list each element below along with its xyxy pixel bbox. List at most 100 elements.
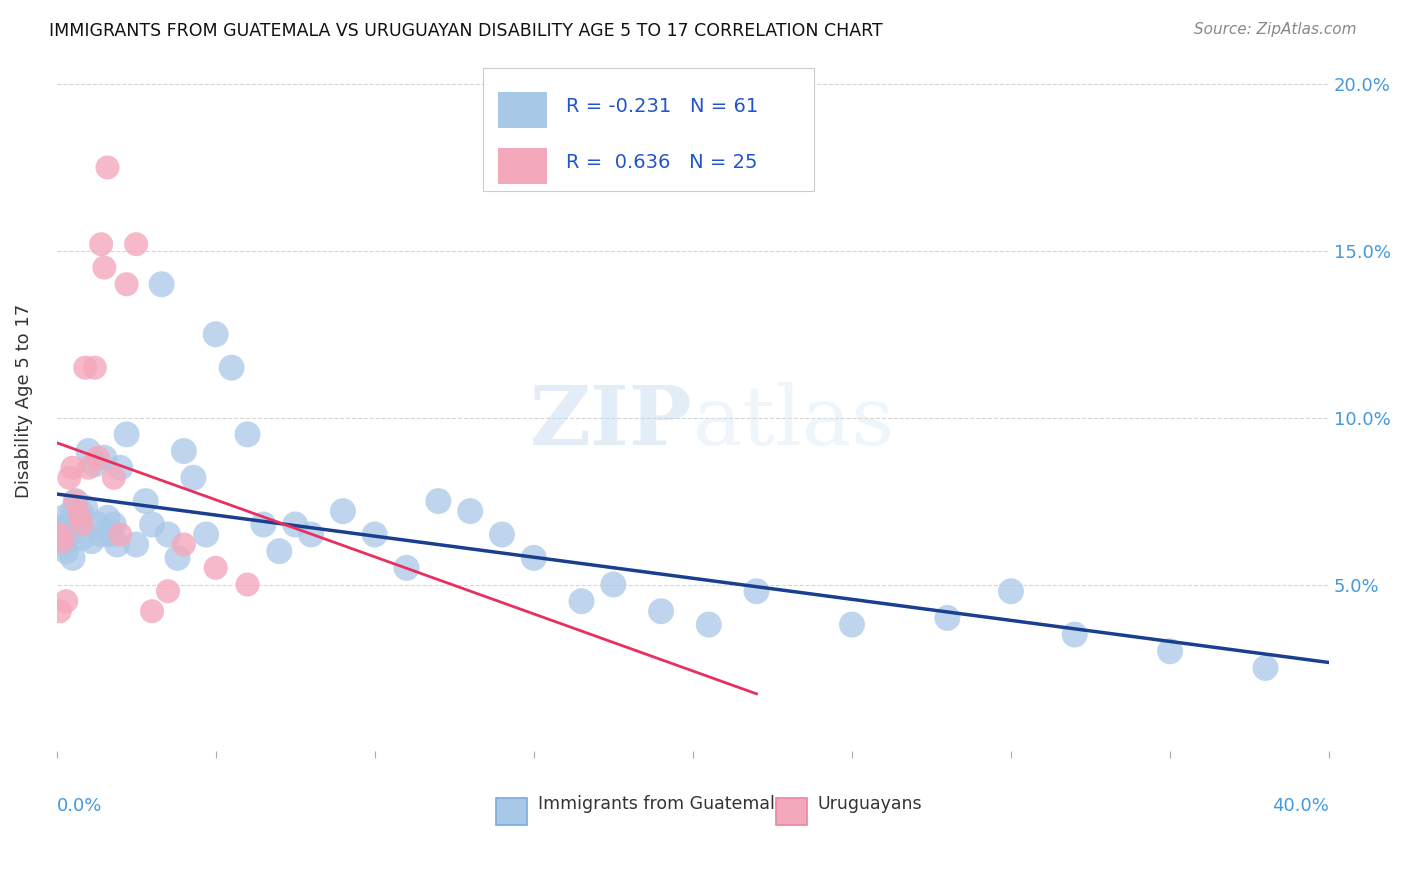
- Point: [173, 444, 195, 458]
- Text: 0.0%: 0.0%: [56, 797, 103, 815]
- Text: Source: ZipAtlas.com: Source: ZipAtlas.com: [1194, 22, 1357, 37]
- Point: [52, 537, 75, 551]
- Point: [395, 561, 418, 575]
- Point: [427, 494, 450, 508]
- Point: [125, 537, 148, 551]
- Point: [90, 527, 112, 541]
- Point: [650, 604, 672, 618]
- Point: [332, 504, 354, 518]
- Point: [100, 527, 122, 541]
- Point: [83, 360, 105, 375]
- Point: [221, 360, 243, 375]
- Point: [55, 594, 77, 608]
- Text: IMMIGRANTS FROM GUATEMALA VS URUGUAYAN DISABILITY AGE 5 TO 17 CORRELATION CHART: IMMIGRANTS FROM GUATEMALA VS URUGUAYAN D…: [49, 22, 883, 40]
- Point: [1063, 627, 1085, 641]
- Text: R = -0.231   N = 61: R = -0.231 N = 61: [565, 97, 758, 116]
- Point: [77, 460, 100, 475]
- Point: [55, 524, 77, 538]
- Point: [204, 561, 226, 575]
- Point: [841, 617, 863, 632]
- Point: [93, 450, 115, 465]
- Point: [103, 471, 125, 485]
- Point: [284, 517, 307, 532]
- Text: 40.0%: 40.0%: [1272, 797, 1329, 815]
- Text: Uruguayans: Uruguayans: [817, 795, 922, 813]
- Point: [697, 617, 720, 632]
- Point: [105, 537, 128, 551]
- Point: [458, 504, 481, 518]
- Point: [204, 327, 226, 342]
- Point: [236, 577, 259, 591]
- Y-axis label: Disability Age 5 to 17: Disability Age 5 to 17: [15, 304, 32, 498]
- Point: [173, 537, 195, 551]
- Point: [252, 517, 274, 532]
- Point: [96, 510, 118, 524]
- Point: [156, 584, 179, 599]
- Point: [571, 594, 593, 608]
- Point: [75, 500, 97, 515]
- FancyBboxPatch shape: [482, 68, 814, 191]
- Point: [67, 508, 90, 522]
- Point: [65, 494, 87, 508]
- Point: [58, 471, 80, 485]
- Point: [62, 504, 84, 518]
- Text: ZIP: ZIP: [530, 382, 693, 462]
- Point: [523, 550, 546, 565]
- Point: [62, 460, 84, 475]
- Point: [77, 444, 100, 458]
- Point: [70, 531, 93, 545]
- Point: [62, 550, 84, 565]
- Point: [49, 521, 72, 535]
- Point: [125, 237, 148, 252]
- Point: [65, 494, 87, 508]
- Text: atlas: atlas: [693, 382, 896, 462]
- Point: [52, 534, 75, 549]
- Point: [269, 544, 291, 558]
- Point: [49, 527, 72, 541]
- Point: [150, 277, 173, 292]
- Point: [80, 534, 103, 549]
- Point: [141, 604, 163, 618]
- Point: [141, 517, 163, 532]
- Point: [110, 460, 132, 475]
- Point: [166, 550, 188, 565]
- Point: [49, 531, 72, 545]
- Point: [70, 517, 93, 532]
- Point: [110, 527, 132, 541]
- Point: [236, 427, 259, 442]
- Point: [83, 458, 105, 472]
- Point: [55, 544, 77, 558]
- Point: [87, 450, 110, 465]
- FancyBboxPatch shape: [498, 148, 547, 184]
- Point: [156, 527, 179, 541]
- Point: [491, 527, 513, 541]
- Point: [745, 584, 768, 599]
- Point: [1159, 644, 1181, 658]
- Point: [1000, 584, 1022, 599]
- Point: [115, 427, 138, 442]
- Point: [70, 508, 93, 522]
- Text: R =  0.636   N = 25: R = 0.636 N = 25: [565, 153, 756, 172]
- FancyBboxPatch shape: [496, 798, 527, 825]
- Point: [75, 360, 97, 375]
- FancyBboxPatch shape: [498, 92, 547, 128]
- Point: [49, 604, 72, 618]
- Point: [602, 577, 624, 591]
- Point: [103, 517, 125, 532]
- Point: [96, 161, 118, 175]
- Point: [195, 527, 218, 541]
- Point: [1254, 661, 1277, 675]
- Point: [67, 514, 90, 528]
- Point: [58, 527, 80, 541]
- Point: [87, 517, 110, 532]
- Text: Immigrants from Guatemala: Immigrants from Guatemala: [537, 795, 785, 813]
- Point: [183, 471, 205, 485]
- Point: [115, 277, 138, 292]
- Point: [58, 517, 80, 532]
- Point: [936, 611, 959, 625]
- FancyBboxPatch shape: [776, 798, 807, 825]
- Point: [90, 237, 112, 252]
- Point: [93, 260, 115, 275]
- Point: [364, 527, 387, 541]
- Point: [135, 494, 157, 508]
